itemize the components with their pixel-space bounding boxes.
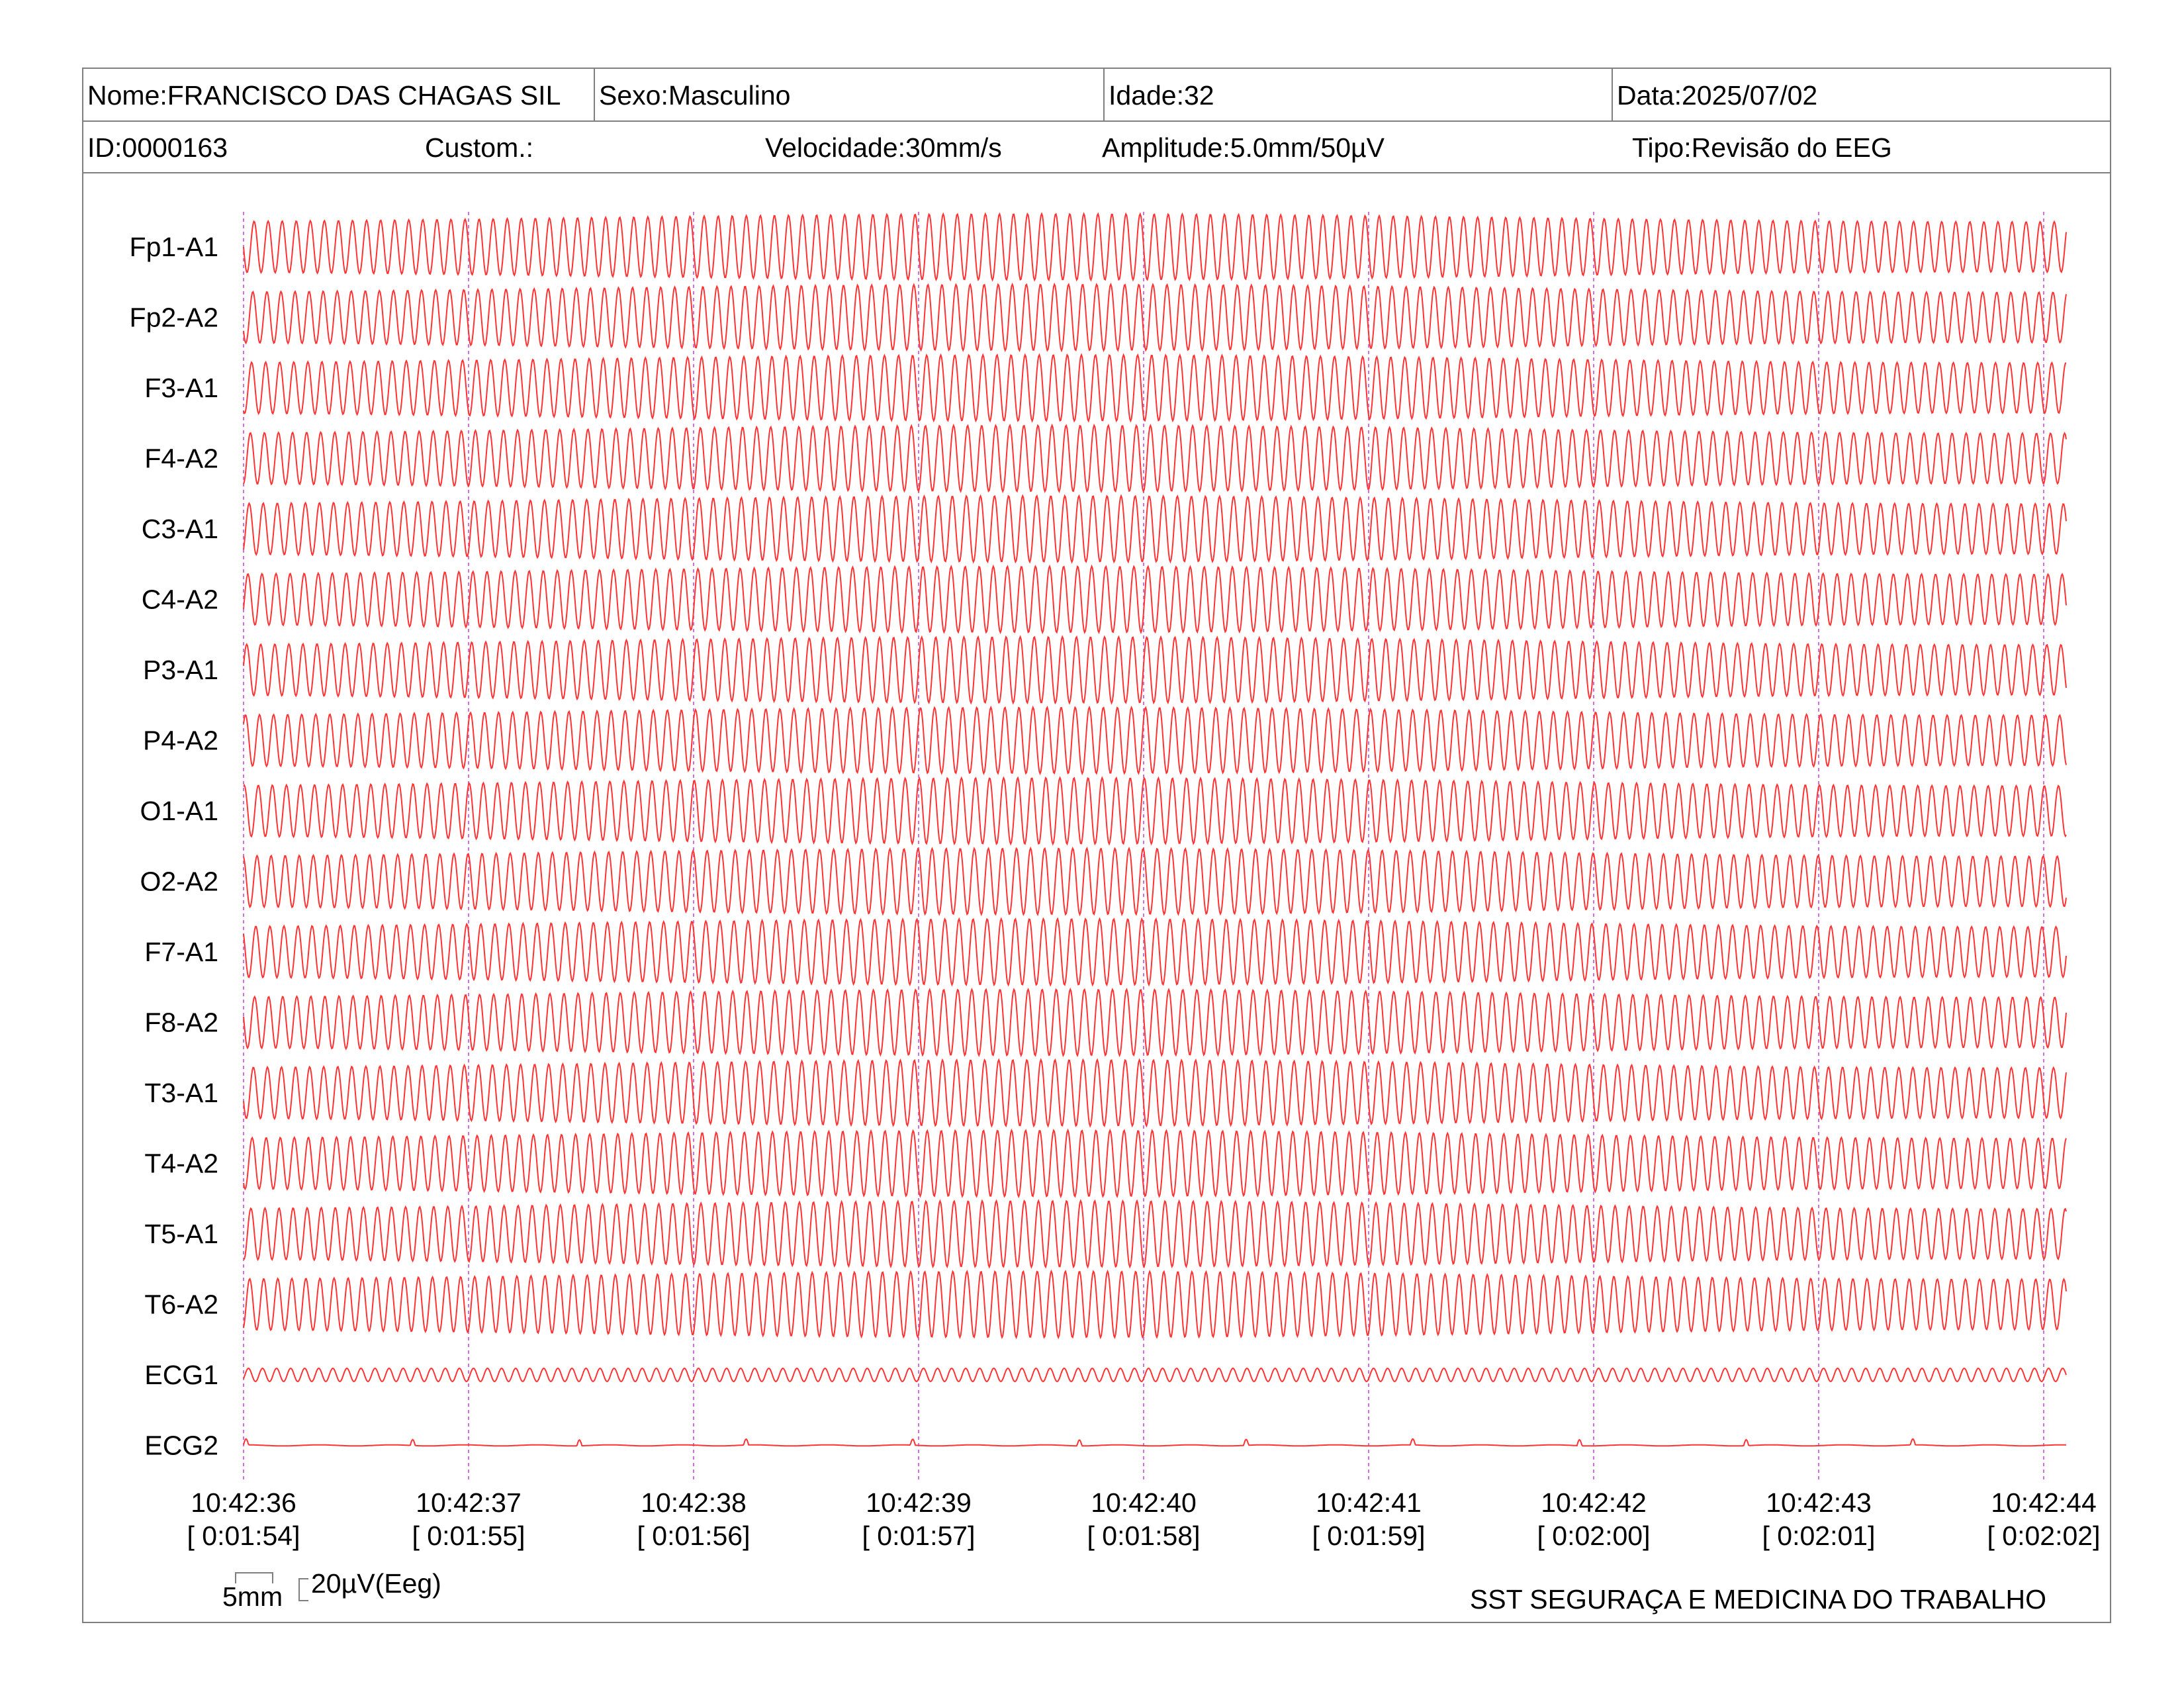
calibration-amplitude-label: 20µV(Eeg)	[311, 1568, 441, 1599]
channel-trace	[243, 353, 2067, 423]
channel-label: F4-A2	[144, 444, 218, 474]
channel-label: T6-A2	[144, 1289, 218, 1320]
time-tick-clock: 10:42:41	[1316, 1487, 1422, 1518]
exam-date: Data:2025/07/02	[1612, 69, 2110, 120]
calibration-bracket-amplitude	[298, 1578, 308, 1601]
channel-trace	[243, 1438, 2067, 1447]
channel-label: ECG1	[144, 1360, 218, 1390]
time-tick-elapsed: [ 0:01:58]	[1087, 1521, 1201, 1551]
company-footer: SST SEGURAÇA E MEDICINA DO TRABALHO	[1470, 1584, 2046, 1615]
channel-trace	[243, 635, 2067, 705]
channel-label: Fp2-A2	[130, 303, 218, 333]
channel-trace	[243, 987, 2067, 1058]
header-row-patient: Nome:FRANCISCO DAS CHAGAS SIL Sexo:Mascu…	[83, 69, 2110, 122]
channel-label: Fp1-A1	[130, 232, 218, 262]
time-tick-clock: 10:42:43	[1766, 1487, 1872, 1518]
time-tick-clock: 10:42:40	[1091, 1487, 1197, 1518]
type-field: Tipo:Revisão do EEG	[1632, 132, 1892, 163]
channel-label: ECG2	[144, 1430, 218, 1461]
channel-label: C3-A1	[142, 514, 218, 544]
report-frame: Nome:FRANCISCO DAS CHAGAS SIL Sexo:Mascu…	[82, 68, 2111, 1623]
time-tick-clock: 10:42:44	[1991, 1487, 2097, 1518]
time-tick-elapsed: [ 0:02:02]	[1987, 1521, 2101, 1551]
channel-label: P4-A2	[143, 726, 218, 756]
channel-label: O1-A1	[140, 796, 219, 826]
time-tick-clock: 10:42:38	[641, 1487, 747, 1518]
channel-trace	[243, 494, 2067, 564]
channel-trace	[243, 1269, 2067, 1340]
channel-trace	[243, 705, 2067, 776]
time-tick-elapsed: [ 0:01:56]	[637, 1521, 751, 1551]
time-tick-elapsed: [ 0:01:57]	[862, 1521, 976, 1551]
channel-trace	[243, 917, 2067, 987]
time-tick-elapsed: [ 0:01:55]	[412, 1521, 525, 1551]
channel-label: F7-A1	[144, 937, 218, 967]
patient-age: Idade:32	[1103, 69, 1612, 120]
amplitude-field: Amplitude:5.0mm/50µV	[1102, 132, 1385, 163]
header-row-recording: ID:0000163 Custom.: Velocidade:30mm/s Am…	[83, 122, 2110, 173]
time-tick-clock: 10:42:36	[191, 1487, 296, 1518]
channel-trace	[243, 212, 2067, 282]
channel-trace	[243, 1128, 2067, 1199]
calibration-time-label: 5mm	[222, 1581, 283, 1612]
channel-label: T4-A2	[144, 1149, 218, 1179]
time-tick-elapsed: [ 0:01:54]	[187, 1521, 300, 1551]
channel-label: P3-A1	[143, 655, 218, 685]
channel-label: T3-A1	[144, 1078, 218, 1108]
calibration-bracket-time	[235, 1572, 273, 1583]
eeg-traces	[243, 212, 2067, 1447]
channel-label: O2-A2	[140, 867, 219, 897]
speed-field: Velocidade:30mm/s	[765, 132, 1002, 163]
channel-trace	[243, 776, 2067, 846]
time-tick-elapsed: [ 0:01:59]	[1312, 1521, 1426, 1551]
patient-sex: Sexo:Masculino	[594, 69, 1103, 120]
channel-trace	[243, 282, 2067, 353]
patient-id: ID:0000163	[87, 132, 228, 163]
channel-label: F8-A2	[144, 1008, 218, 1038]
channel-trace	[243, 1367, 2067, 1383]
channel-labels: Fp1-A1 Fp2-A2 F3-A1 F4-A2 C3-A1 C4-A2 P3-A1 P4-…	[130, 232, 218, 1461]
channel-label: C4-A2	[142, 585, 218, 615]
time-tick-clock: 10:42:39	[866, 1487, 972, 1518]
patient-name: Nome:FRANCISCO DAS CHAGAS SIL	[87, 80, 561, 111]
time-tick-elapsed: [ 0:02:00]	[1537, 1521, 1651, 1551]
channel-trace	[243, 423, 2067, 494]
channel-trace	[243, 1058, 2067, 1128]
time-axis: 10:42:36[ 0:01:54] 10:42:37[ 0:01:55] 10:4…	[187, 1487, 2101, 1551]
time-tick-clock: 10:42:42	[1541, 1487, 1647, 1518]
channel-trace	[243, 846, 2067, 917]
time-tick-clock: 10:42:37	[416, 1487, 522, 1518]
time-tick-elapsed: [ 0:02:01]	[1762, 1521, 1876, 1551]
channel-label: T5-A1	[144, 1219, 218, 1249]
custom-field: Custom.:	[425, 132, 534, 163]
calibration-marker: 5mm 20µV(Eeg)	[222, 1568, 441, 1612]
channel-label: F3-A1	[144, 373, 218, 403]
channel-trace	[243, 564, 2067, 635]
channel-trace	[243, 1199, 2067, 1269]
